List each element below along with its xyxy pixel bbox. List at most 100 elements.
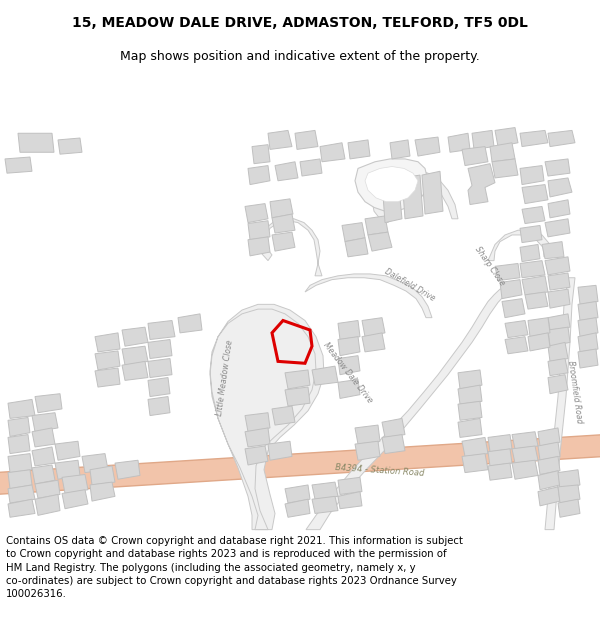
Polygon shape (362, 333, 385, 352)
Polygon shape (272, 232, 295, 251)
Polygon shape (5, 157, 32, 173)
Polygon shape (402, 175, 423, 219)
Polygon shape (502, 299, 525, 318)
Polygon shape (338, 356, 360, 374)
Polygon shape (248, 237, 270, 256)
Polygon shape (355, 425, 380, 444)
Polygon shape (548, 342, 568, 361)
Polygon shape (495, 127, 518, 146)
Polygon shape (8, 470, 32, 489)
Polygon shape (355, 441, 380, 460)
Polygon shape (148, 339, 172, 359)
Polygon shape (578, 286, 598, 304)
Polygon shape (492, 159, 518, 178)
Polygon shape (422, 171, 443, 214)
Polygon shape (520, 244, 540, 262)
Polygon shape (548, 200, 570, 218)
Polygon shape (148, 321, 175, 339)
Polygon shape (268, 441, 292, 460)
Polygon shape (368, 232, 392, 251)
Polygon shape (472, 131, 494, 149)
Polygon shape (210, 304, 324, 529)
Polygon shape (490, 142, 515, 162)
Polygon shape (548, 289, 570, 308)
Polygon shape (32, 412, 58, 432)
Polygon shape (538, 428, 560, 446)
Polygon shape (18, 133, 54, 152)
Polygon shape (338, 492, 362, 509)
Polygon shape (505, 321, 528, 338)
Polygon shape (62, 474, 88, 494)
Polygon shape (458, 370, 482, 389)
Polygon shape (548, 314, 570, 330)
Polygon shape (8, 399, 35, 418)
Text: Sharp Close: Sharp Close (473, 245, 507, 288)
Polygon shape (245, 428, 270, 447)
Polygon shape (338, 321, 360, 339)
Polygon shape (520, 261, 545, 278)
Polygon shape (8, 499, 35, 518)
Polygon shape (468, 164, 495, 204)
Polygon shape (82, 454, 108, 472)
Polygon shape (538, 471, 560, 490)
Polygon shape (55, 441, 80, 460)
Polygon shape (488, 434, 512, 452)
Polygon shape (558, 470, 580, 490)
Polygon shape (312, 496, 338, 514)
Polygon shape (35, 494, 60, 516)
Polygon shape (488, 449, 512, 466)
Polygon shape (90, 466, 115, 485)
Polygon shape (520, 166, 544, 184)
Polygon shape (32, 428, 55, 447)
Polygon shape (458, 418, 482, 437)
Text: Dalefield Drive: Dalefield Drive (383, 268, 437, 303)
Polygon shape (462, 454, 488, 472)
Polygon shape (545, 159, 570, 176)
Polygon shape (548, 374, 568, 394)
Polygon shape (528, 318, 550, 337)
Polygon shape (35, 480, 60, 498)
Polygon shape (245, 204, 268, 222)
Polygon shape (8, 454, 32, 472)
Polygon shape (62, 490, 88, 509)
Polygon shape (285, 485, 310, 503)
Polygon shape (462, 438, 488, 456)
Polygon shape (345, 238, 368, 257)
Polygon shape (558, 485, 580, 503)
Polygon shape (8, 418, 30, 436)
Polygon shape (365, 166, 418, 202)
Polygon shape (90, 482, 115, 501)
Polygon shape (512, 460, 538, 479)
Polygon shape (520, 226, 542, 242)
Polygon shape (578, 349, 598, 368)
Polygon shape (35, 394, 62, 412)
Text: Map shows position and indicative extent of the property.: Map shows position and indicative extent… (120, 50, 480, 62)
Polygon shape (148, 359, 172, 378)
Polygon shape (355, 159, 428, 211)
Polygon shape (148, 396, 170, 416)
Polygon shape (522, 184, 548, 204)
Polygon shape (548, 327, 570, 346)
Polygon shape (306, 288, 510, 529)
Polygon shape (525, 292, 548, 309)
Polygon shape (382, 434, 405, 454)
Polygon shape (338, 379, 360, 399)
Polygon shape (372, 169, 458, 222)
Polygon shape (338, 337, 360, 356)
Polygon shape (58, 138, 82, 154)
Polygon shape (300, 159, 322, 176)
Polygon shape (32, 447, 55, 466)
Polygon shape (178, 314, 202, 333)
Polygon shape (495, 264, 520, 281)
Text: 15, MEADOW DALE DRIVE, ADMASTON, TELFORD, TF5 0DL: 15, MEADOW DALE DRIVE, ADMASTON, TELFORD… (72, 16, 528, 31)
Polygon shape (548, 273, 570, 290)
Polygon shape (488, 463, 512, 480)
Polygon shape (272, 406, 295, 425)
Polygon shape (32, 465, 55, 484)
Polygon shape (252, 144, 270, 164)
Polygon shape (522, 276, 548, 295)
Polygon shape (500, 279, 522, 299)
Polygon shape (260, 218, 322, 276)
Polygon shape (268, 131, 292, 149)
Polygon shape (95, 333, 120, 352)
